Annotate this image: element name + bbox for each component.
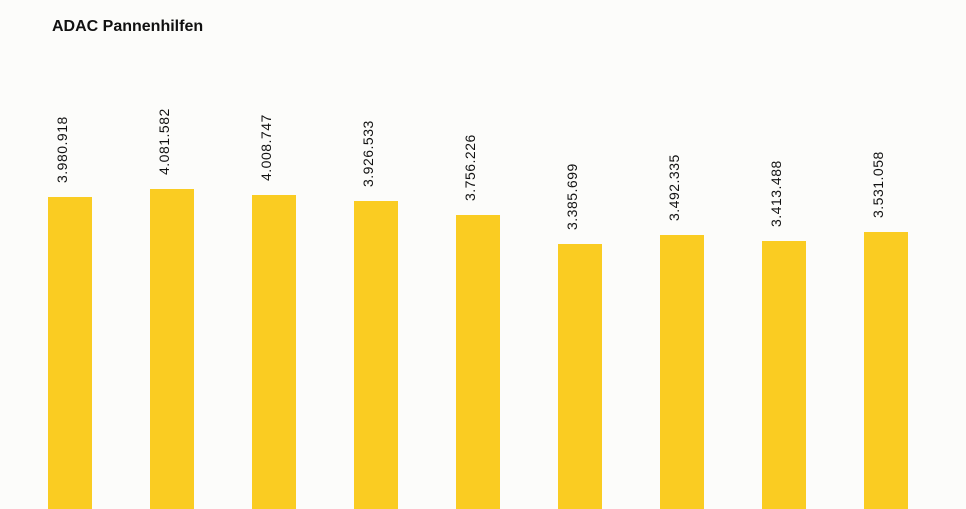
bar-value-label: 3.492.335 — [666, 154, 682, 221]
bar-value-label: 3.531.058 — [870, 151, 886, 218]
bar-slot: 3.926.533 — [354, 100, 398, 509]
bar-value-label: 3.980.918 — [54, 116, 70, 183]
bar-value-label: 3.413.488 — [768, 160, 784, 227]
bar — [48, 197, 92, 509]
bar-slot: 3.531.058 — [864, 100, 908, 509]
bars-row: 3.980.918 4.081.582 4.008.747 3.926.533 3.75… — [48, 100, 956, 509]
bar-slot: 3.413.488 — [762, 100, 806, 509]
bar — [150, 189, 194, 509]
bar-slot: 4.008.747 — [252, 100, 296, 509]
bar-slot: 4.081.582 — [150, 100, 194, 509]
bar-slot: 3.492.335 — [660, 100, 704, 509]
bar-value-label: 4.081.582 — [156, 108, 172, 175]
bar-value-label: 3.926.533 — [360, 120, 376, 187]
chart-container: ADAC Pannenhilfen 3.980.918 4.081.582 4.00… — [0, 0, 966, 509]
bar-slot: 3.980.918 — [48, 100, 92, 509]
bar — [456, 215, 500, 509]
bar — [864, 232, 908, 509]
bar — [252, 195, 296, 509]
bar — [762, 241, 806, 509]
bar — [558, 244, 602, 509]
bar-value-label: 3.756.226 — [462, 134, 478, 201]
chart-title: ADAC Pannenhilfen — [52, 18, 203, 36]
bar-value-label: 3.385.699 — [564, 163, 580, 230]
bar-value-label: 4.008.747 — [258, 114, 274, 181]
bar — [660, 235, 704, 509]
plot-area: 3.980.918 4.081.582 4.008.747 3.926.533 3.75… — [48, 100, 956, 509]
bar — [354, 201, 398, 509]
bar-slot: 3.756.226 — [456, 100, 500, 509]
bar-slot: 3.385.699 — [558, 100, 602, 509]
